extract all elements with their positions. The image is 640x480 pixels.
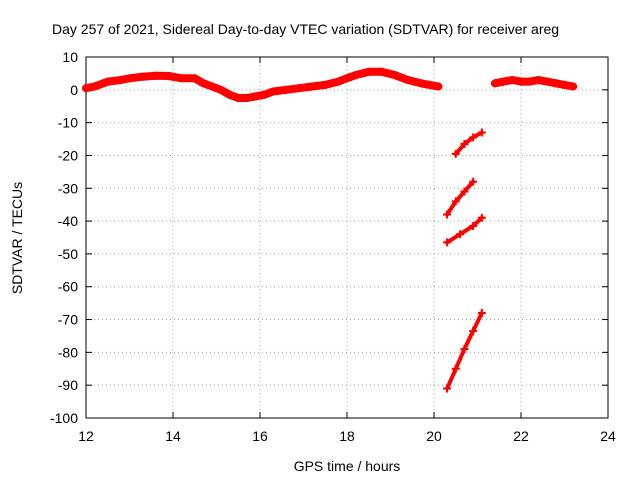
data-point bbox=[260, 90, 269, 99]
y-axis-label: SDTVAR / TECUs bbox=[9, 182, 25, 294]
data-point bbox=[499, 77, 508, 86]
y-tick-label: -10 bbox=[58, 115, 78, 131]
data-point bbox=[103, 77, 112, 86]
data-point bbox=[269, 87, 278, 96]
data-point bbox=[190, 74, 199, 83]
chart-title: Day 257 of 2021, Sidereal Day-to-day VTE… bbox=[52, 21, 559, 37]
data-point bbox=[551, 79, 560, 88]
data-point bbox=[242, 94, 251, 103]
x-axis-label: GPS time / hours bbox=[294, 458, 401, 474]
data-point bbox=[451, 149, 460, 158]
data-point bbox=[490, 79, 499, 88]
data-point bbox=[116, 75, 125, 84]
data-point bbox=[469, 133, 478, 142]
data-series bbox=[82, 67, 578, 393]
data-point bbox=[125, 74, 134, 83]
data-point bbox=[82, 84, 90, 93]
data-point bbox=[364, 67, 373, 76]
x-tick-label: 14 bbox=[165, 428, 181, 444]
data-point bbox=[460, 139, 469, 148]
data-point bbox=[569, 82, 578, 91]
data-point bbox=[560, 80, 569, 89]
data-point bbox=[90, 82, 99, 91]
data-point bbox=[403, 75, 412, 84]
x-tick-label: 20 bbox=[426, 428, 442, 444]
data-point bbox=[334, 77, 343, 86]
y-tick-label: -70 bbox=[58, 312, 78, 328]
grid bbox=[86, 57, 608, 418]
data-point bbox=[199, 79, 208, 88]
data-point bbox=[517, 77, 525, 86]
x-tick-label: 12 bbox=[78, 428, 94, 444]
data-point bbox=[377, 67, 386, 76]
data-point bbox=[251, 92, 260, 101]
data-point bbox=[443, 238, 452, 247]
data-point bbox=[443, 210, 452, 219]
data-point bbox=[543, 77, 552, 86]
y-tick-label: 0 bbox=[70, 82, 78, 98]
data-point bbox=[295, 84, 304, 93]
data-point bbox=[390, 71, 399, 80]
data-point bbox=[477, 213, 486, 222]
series-line bbox=[453, 130, 484, 156]
series-main-band-1 bbox=[82, 67, 443, 103]
data-point bbox=[425, 80, 434, 89]
data-point bbox=[164, 72, 173, 81]
data-point bbox=[216, 85, 225, 94]
data-point bbox=[469, 222, 478, 231]
series-line bbox=[490, 76, 578, 91]
data-point bbox=[308, 82, 317, 91]
data-point bbox=[477, 128, 486, 137]
data-point bbox=[234, 94, 243, 103]
y-axis: 10 0 -10 -20 -30 -40 -50 -60 -70 -80 -90 -100 bbox=[50, 49, 608, 426]
series-main-band-2 bbox=[490, 75, 578, 91]
data-point bbox=[343, 74, 351, 83]
series-arc-2 bbox=[443, 177, 478, 219]
x-tick-label: 16 bbox=[252, 428, 268, 444]
data-point bbox=[456, 230, 465, 239]
data-point bbox=[416, 79, 425, 88]
data-point bbox=[321, 80, 330, 89]
data-point bbox=[451, 197, 460, 206]
data-point bbox=[469, 177, 478, 186]
y-tick-label: -20 bbox=[58, 147, 78, 163]
data-point bbox=[138, 72, 147, 81]
y-tick-label: 10 bbox=[62, 49, 78, 65]
data-point bbox=[460, 345, 469, 354]
data-point bbox=[434, 82, 443, 91]
data-point bbox=[208, 82, 217, 91]
y-tick-label: -60 bbox=[58, 279, 78, 295]
data-point bbox=[351, 71, 360, 80]
series-line bbox=[445, 179, 476, 217]
y-tick-label: -100 bbox=[50, 410, 78, 426]
data-point bbox=[534, 75, 543, 84]
x-axis: 12 14 16 18 20 22 24 bbox=[78, 57, 616, 444]
series-arc-3 bbox=[443, 213, 486, 247]
data-point bbox=[282, 85, 291, 94]
data-point bbox=[225, 90, 234, 99]
series-arc-1 bbox=[451, 128, 486, 158]
y-tick-label: -80 bbox=[58, 344, 78, 360]
data-point bbox=[525, 77, 534, 86]
y-tick-label: -90 bbox=[58, 377, 78, 393]
series-line bbox=[445, 215, 484, 245]
series-arc-4 bbox=[443, 308, 486, 393]
data-point bbox=[451, 364, 460, 373]
data-point bbox=[469, 327, 478, 336]
data-point bbox=[460, 187, 469, 196]
data-point bbox=[477, 308, 486, 317]
data-point bbox=[508, 75, 517, 84]
data-point bbox=[443, 384, 452, 393]
y-tick-label: -40 bbox=[58, 213, 78, 229]
x-tick-label: 24 bbox=[600, 428, 616, 444]
y-tick-label: -30 bbox=[58, 180, 78, 196]
data-point bbox=[177, 74, 186, 83]
x-tick-label: 18 bbox=[339, 428, 355, 444]
data-point bbox=[151, 71, 160, 80]
y-tick-label: -50 bbox=[58, 246, 78, 262]
x-tick-label: 22 bbox=[513, 428, 529, 444]
